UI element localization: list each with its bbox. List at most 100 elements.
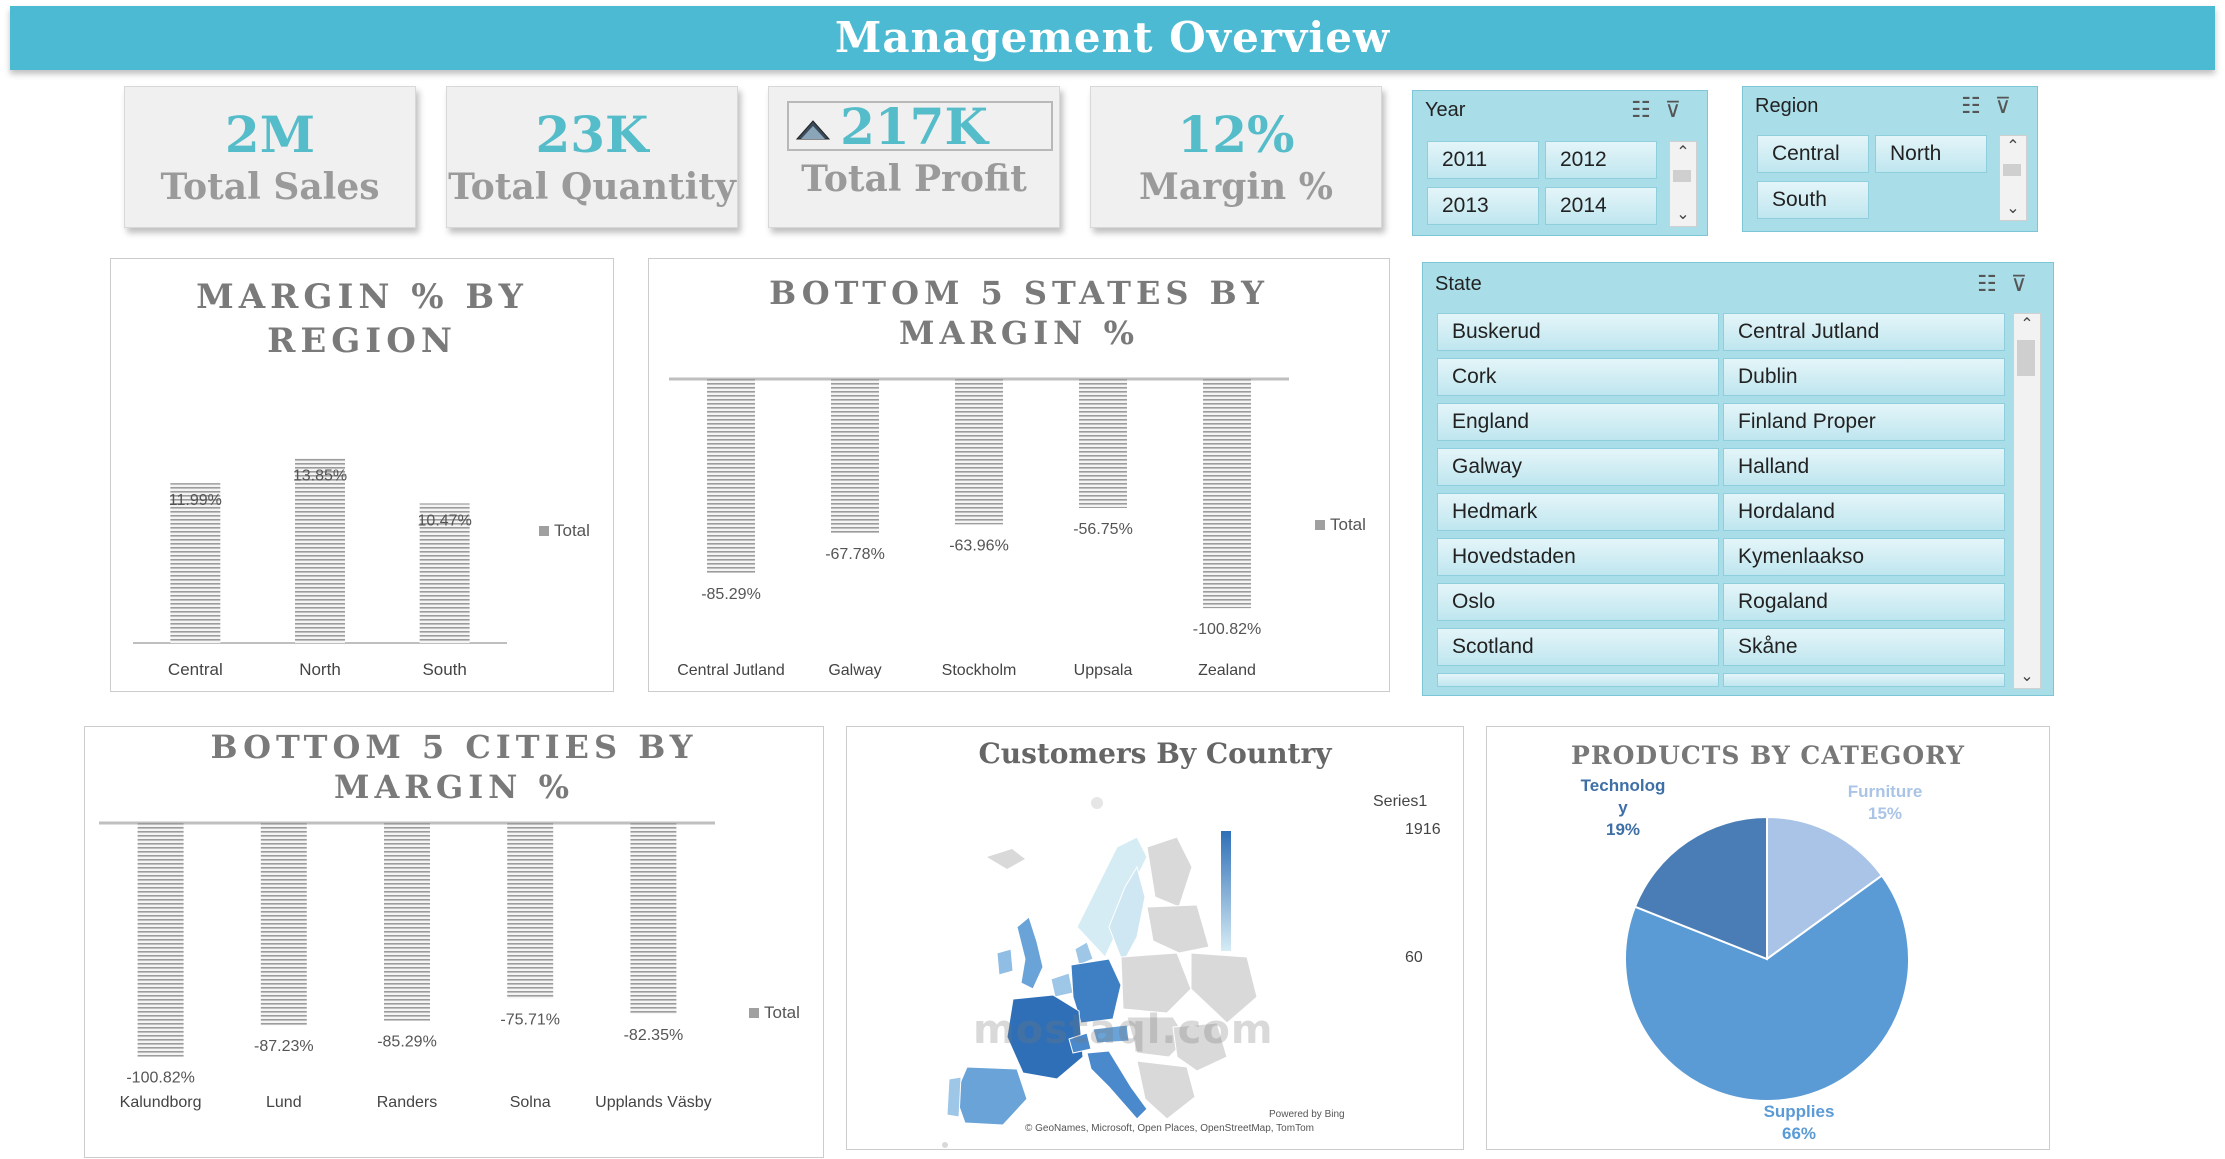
slice-category-label: Furniture	[1848, 782, 1923, 801]
slicer-item-state[interactable]: Scotland	[1437, 628, 1719, 666]
chevron-down-icon[interactable]: ⌄	[2006, 200, 2020, 217]
slicer-item-state[interactable]: Hordaland	[1723, 493, 2005, 531]
slicer-item-state[interactable]: Galway	[1437, 448, 1719, 486]
kpi-label: Total Sales	[160, 166, 380, 208]
kpi-total-profit: 217K Total Profit	[768, 86, 1060, 228]
chart-legend: Total	[1315, 515, 1366, 535]
data-label: 13.85%	[293, 467, 347, 484]
scroll-thumb[interactable]	[2017, 340, 2035, 376]
map-region-romania	[1172, 1022, 1228, 1072]
slicer-item-state[interactable]: Central Jutland	[1723, 313, 2005, 351]
scroll-thumb[interactable]	[2003, 164, 2021, 176]
slicer-item-state[interactable]: Dublin	[1723, 358, 2005, 396]
category-label: South	[422, 660, 466, 679]
multi-select-icon[interactable]: ☷	[1961, 93, 1995, 118]
data-label: -75.71%	[500, 1012, 560, 1029]
slicer-item-state[interactable]: Cork	[1437, 358, 1719, 396]
pie-chart-svg: Furniture 15% Supplies 66% Technolog y 19%	[1581, 776, 1923, 1143]
slicer-item-state[interactable]: Oslo	[1437, 583, 1719, 621]
slicer-item-state[interactable]: Hedmark	[1437, 493, 1719, 531]
slicer-item-state[interactable]: Finland Proper	[1723, 403, 2005, 441]
bar	[831, 379, 879, 534]
up-triangle-icon	[795, 120, 831, 140]
map-region-france	[1006, 994, 1084, 1080]
slicer-item-state[interactable]: Hovedstaden	[1437, 538, 1719, 576]
data-label: 10.47%	[418, 512, 472, 529]
map-region-spain	[954, 1066, 1028, 1126]
slicer-item-partial[interactable]	[1437, 673, 1719, 687]
bar	[170, 483, 221, 643]
slicer-item-state[interactable]: Kymenlaakso	[1723, 538, 2005, 576]
bar	[1079, 379, 1127, 508]
category-label: Galway	[828, 662, 881, 679]
data-label: -85.29%	[377, 1034, 437, 1051]
chart-bottom5-states: BOTTOM 5 STATES BY MARGIN % -85.29% Centr…	[648, 258, 1390, 692]
kpi-value: 2M	[224, 105, 316, 164]
slicer-item-state[interactable]: Rogaland	[1723, 583, 2005, 621]
bar	[1203, 379, 1251, 609]
map-region-poland	[1120, 952, 1192, 1014]
multi-select-icon[interactable]: ☷	[1977, 271, 2011, 296]
chart-title: BOTTOM 5 STATES BY MARGIN %	[769, 274, 1269, 352]
map-customers-by-country: Customers By Country	[846, 726, 1464, 1150]
chevron-down-icon[interactable]: ⌄	[1676, 206, 1690, 223]
clear-filter-icon[interactable]: ⊽	[2010, 271, 2041, 296]
clear-filter-icon[interactable]: ⊽	[1994, 93, 2025, 118]
bar	[630, 823, 677, 1014]
chevron-down-icon[interactable]: ⌄	[2020, 668, 2034, 685]
chevron-up-icon[interactable]: ⌃	[1676, 144, 1690, 161]
slicer-item-2011[interactable]: 2011	[1427, 141, 1539, 179]
state-scrollbar[interactable]: ⌃ ⌄	[2013, 313, 2041, 689]
kpi-value: 23K	[535, 105, 649, 164]
map-title: Customers By Country	[978, 737, 1332, 770]
category-label: Randers	[377, 1094, 437, 1111]
slicer-item-state[interactable]: Buskerud	[1437, 313, 1719, 351]
region-scrollbar[interactable]: ⌃ ⌄	[1999, 135, 2027, 221]
map-region-balkans	[1136, 1060, 1196, 1120]
map-legend-gradient	[1221, 831, 1231, 951]
year-scrollbar[interactable]: ⌃ ⌄	[1669, 141, 1697, 227]
map-region-islands	[942, 1142, 948, 1148]
chart-margin-by-region: MARGIN % BY REGION 11.99% Central 13.85% No…	[110, 258, 614, 692]
bar	[137, 823, 184, 1057]
bar	[295, 458, 345, 643]
slicer-item-2013[interactable]: 2013	[1427, 187, 1539, 225]
map-region-iceland	[987, 849, 1025, 869]
chevron-up-icon[interactable]: ⌃	[2006, 138, 2020, 155]
multi-select-icon[interactable]: ☷	[1631, 97, 1665, 122]
map-region-ireland	[996, 948, 1014, 976]
kpi-margin: 12% Margin %	[1090, 86, 1382, 228]
category-label: Stockholm	[942, 662, 1017, 679]
slice-value-label: 66%	[1782, 1124, 1816, 1143]
category-label: North	[299, 660, 341, 679]
map-legend-title: Series1	[1373, 793, 1428, 810]
dashboard-header: Management Overview	[10, 6, 2215, 70]
slice-category-label: y	[1618, 798, 1628, 817]
slicer-item-state[interactable]: Skåne	[1723, 628, 2005, 666]
slicer-title: Year	[1425, 99, 1466, 121]
data-label: -85.29%	[701, 586, 761, 603]
slicer-item-north[interactable]: North	[1875, 135, 1987, 173]
slicer-item-central[interactable]: Central	[1757, 135, 1869, 173]
chart-bottom5-cities: BOTTOM 5 CITIES BY MARGIN % -100.82% Kalu…	[84, 726, 824, 1158]
slicer-item-south[interactable]: South	[1757, 181, 1869, 219]
chevron-up-icon[interactable]: ⌃	[2020, 316, 2034, 333]
slicer-item-state[interactable]: Halland	[1723, 448, 2005, 486]
pie-slice	[1766, 815, 1884, 961]
slicer-item-partial[interactable]	[1723, 673, 2005, 687]
bar-chart-svg: -85.29% Central Jutland -67.78% Galway -63.9…	[669, 377, 1289, 679]
map-credit-sources: © GeoNames, Microsoft, Open Places, Open…	[1025, 1123, 1314, 1134]
slicer-item-2014[interactable]: 2014	[1545, 187, 1657, 225]
map-region-norway	[1076, 836, 1148, 958]
slicer-item-state[interactable]: England	[1437, 403, 1719, 441]
clear-filter-icon[interactable]: ⊽	[1664, 97, 1695, 122]
category-label: Zealand	[1198, 662, 1256, 679]
page-title: Management Overview	[834, 13, 1391, 62]
chart-title: BOTTOM 5 CITIES BY MARGIN %	[210, 728, 698, 806]
profit-indicator-box	[787, 101, 1053, 151]
chart-legend: Total	[749, 1003, 800, 1023]
scroll-thumb[interactable]	[1673, 170, 1691, 182]
slice-value-label: 15%	[1868, 804, 1902, 823]
data-label: -100.82%	[1193, 621, 1262, 638]
slicer-item-2012[interactable]: 2012	[1545, 141, 1657, 179]
